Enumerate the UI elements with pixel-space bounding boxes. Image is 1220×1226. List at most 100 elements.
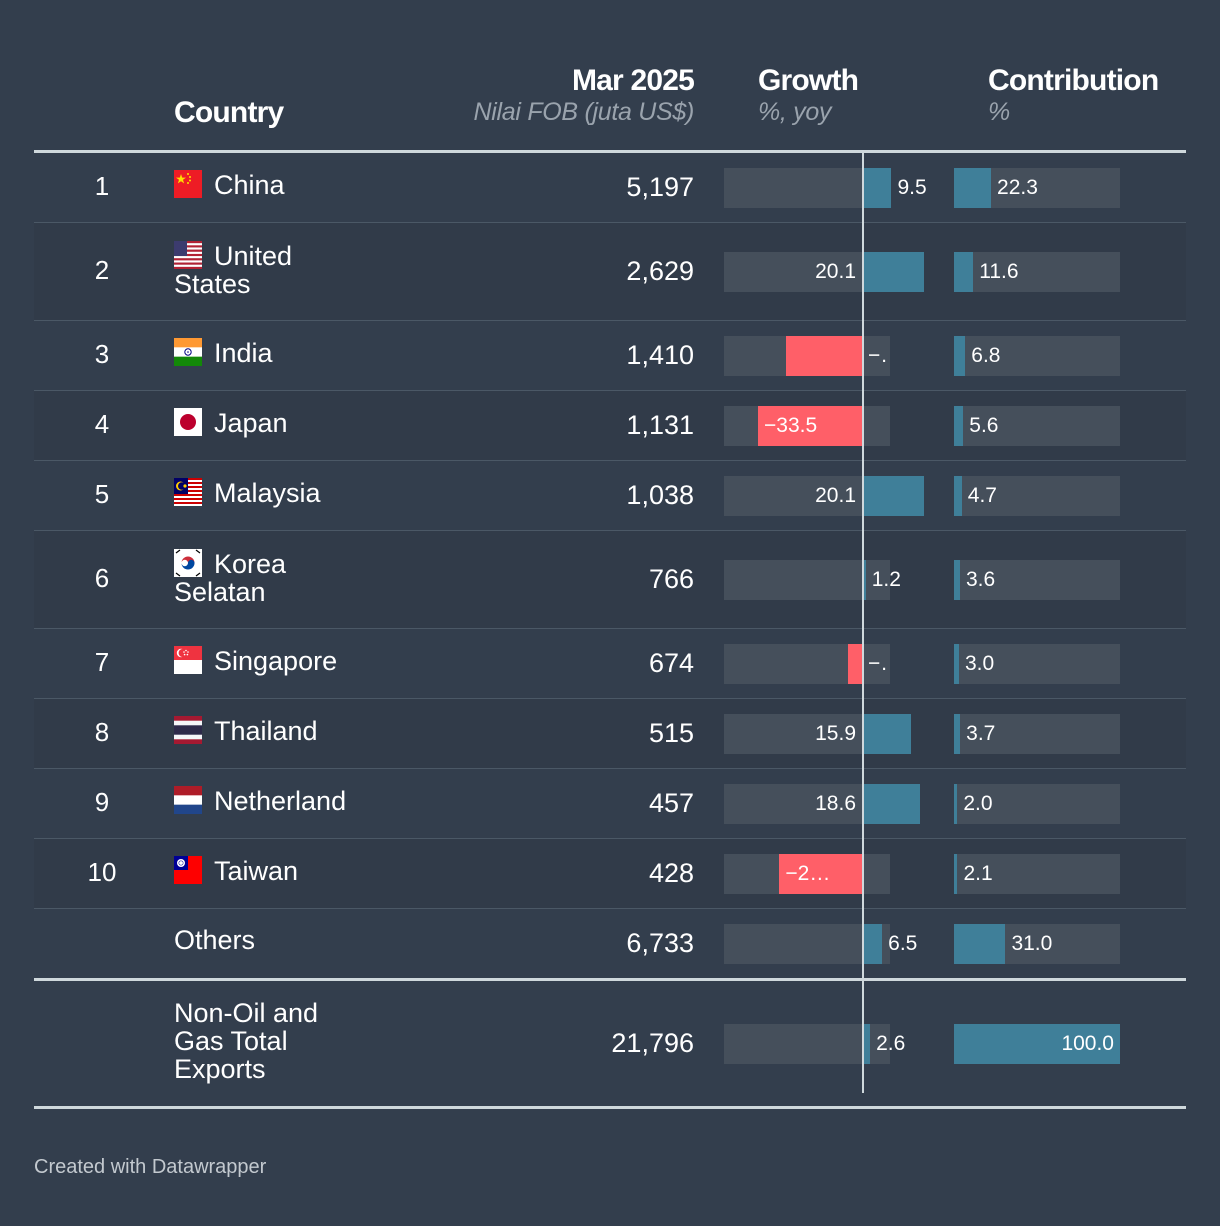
growth-label: 20.1	[815, 484, 856, 507]
fob-value: 515	[648, 718, 694, 748]
fob-value: 21,796	[611, 1027, 694, 1058]
contribution-bar	[954, 252, 974, 292]
contribution-bar-track: 100.0	[954, 1023, 1120, 1064]
growth-column-header[interactable]: Growth %, yoy	[758, 64, 859, 127]
header-rule	[34, 150, 1186, 153]
contribution-bar-track: 3.6	[954, 560, 1120, 600]
fob-value: 2,629	[626, 256, 694, 286]
country-name: Taiwan	[174, 856, 404, 885]
rank-number: 6	[94, 563, 110, 593]
country-column-header[interactable]: Country	[174, 96, 284, 129]
country-name: Others	[174, 926, 404, 954]
rank-number: 3	[94, 339, 110, 369]
growth-label: −2…	[868, 344, 888, 367]
contribution-label: 4.7	[967, 484, 997, 507]
rank-number: 8	[94, 717, 110, 747]
contribution-bar-track: 4.7	[954, 476, 1120, 516]
growth-column-subtitle: %, yoy	[758, 98, 832, 126]
rank-number: 2	[94, 255, 110, 285]
contribution-bar	[954, 714, 961, 754]
table-row: 6 Korea Selatan 766 1.2 3.6	[34, 531, 1186, 629]
country-name: Netherland	[174, 786, 404, 815]
country-name: Korea Selatan	[174, 549, 324, 606]
netherland-flag-icon	[174, 786, 202, 814]
country-label: Malaysia	[214, 478, 321, 508]
table-row: 10 Taiwan 428 −2… 2.1	[34, 839, 1186, 909]
china-flag-icon	[174, 170, 202, 198]
contribution-bar-track: 5.6	[954, 406, 1120, 446]
rank-number: 7	[94, 647, 110, 677]
contribution-label: 2.1	[963, 862, 993, 885]
bottom-rule	[34, 1106, 1186, 1109]
growth-label: 9.5	[897, 176, 927, 199]
contribution-column-title: Contribution	[988, 64, 1159, 97]
thailand-flag-icon	[174, 716, 202, 744]
country-name: Singapore	[174, 646, 404, 675]
growth-bar-track: 6.5	[724, 924, 917, 964]
korea-flag-icon	[174, 549, 202, 577]
growth-bar-positive	[862, 168, 892, 208]
contribution-column-header[interactable]: Contribution %	[988, 64, 1159, 127]
table-row: 7 Singapore 674 −4.6 3.0	[34, 629, 1186, 699]
growth-label: 18.6	[815, 792, 856, 815]
contribution-bar	[954, 336, 966, 376]
value-column-title: Mar 2025	[571, 64, 695, 97]
country-label: Taiwan	[214, 856, 299, 886]
value-column-header[interactable]: Mar 2025 Nilai FOB (juta US$)	[430, 64, 695, 127]
usa-flag-icon	[174, 241, 202, 269]
fob-value: 766	[648, 564, 694, 594]
growth-bar-track: 9.5	[724, 168, 927, 208]
table-row: 2 United States 2,629 20.1 11.6	[34, 223, 1186, 321]
fob-value: 428	[648, 858, 694, 888]
contribution-bar	[954, 168, 992, 208]
growth-label: 6.5	[888, 932, 918, 955]
growth-bar-track: 2.6	[724, 1023, 905, 1064]
growth-bar-track: −2…	[724, 336, 890, 376]
growth-bar-negative	[847, 644, 862, 684]
contribution-label: 3.7	[966, 722, 996, 745]
table-row: 5 Malaysia 1,038 20.1 4.7	[34, 461, 1186, 531]
contribution-bar-track: 22.3	[954, 168, 1120, 208]
growth-label: 1.2	[871, 568, 901, 591]
contribution-label: 5.6	[969, 414, 999, 437]
contribution-bar	[954, 924, 1006, 964]
table-row: 8 Thailand 515 15.9 3.7	[34, 699, 1186, 769]
fob-value: 5,197	[626, 172, 694, 202]
country-label: Thailand	[214, 716, 318, 746]
fob-value: 6,733	[626, 928, 694, 958]
country-label: Netherland	[214, 786, 347, 816]
growth-bar-positive	[862, 924, 883, 964]
growth-bar-track: 15.9	[724, 714, 912, 754]
growth-label: −33.5	[764, 414, 818, 437]
country-name: United States	[174, 241, 324, 298]
country-label: Korea Selatan	[174, 549, 287, 607]
growth-bar-track: −4.6	[724, 644, 890, 684]
total-row: Non-Oil and Gas Total Exports 21,796 2.6 10…	[34, 981, 1186, 1106]
fob-value: 1,410	[626, 340, 694, 370]
fob-value: 457	[648, 788, 694, 818]
contribution-bar-track: 3.7	[954, 714, 1120, 754]
country-name: Thailand	[174, 716, 404, 745]
country-name: Malaysia	[174, 478, 404, 507]
growth-bar-track: 20.1	[724, 476, 925, 516]
country-name: Japan	[174, 408, 404, 437]
contribution-bar	[954, 406, 964, 446]
fob-value: 674	[648, 648, 694, 678]
country-name: China	[174, 170, 404, 199]
growth-bar-positive	[862, 476, 925, 516]
growth-bar-track: 18.6	[724, 784, 920, 824]
growth-bar-track: 1.2	[724, 560, 901, 600]
growth-label: 2.6	[876, 1031, 906, 1055]
contribution-bar	[954, 1023, 1120, 1064]
contribution-label: 11.6	[979, 260, 1019, 283]
growth-bar-negative	[785, 336, 862, 376]
datawrapper-credit[interactable]: Created with Datawrapper	[34, 1156, 267, 1178]
growth-label: 20.1	[815, 260, 856, 283]
contribution-label: 31.0	[1011, 932, 1053, 955]
table-row: Others 6,733 6.5 31.0	[34, 909, 1186, 979]
growth-zero-line	[862, 153, 864, 1093]
contribution-label: 100.0	[1061, 1031, 1114, 1055]
rank-number: 10	[87, 857, 117, 887]
contribution-bar-track: 2.1	[954, 854, 1120, 894]
country-label: Singapore	[214, 646, 338, 676]
